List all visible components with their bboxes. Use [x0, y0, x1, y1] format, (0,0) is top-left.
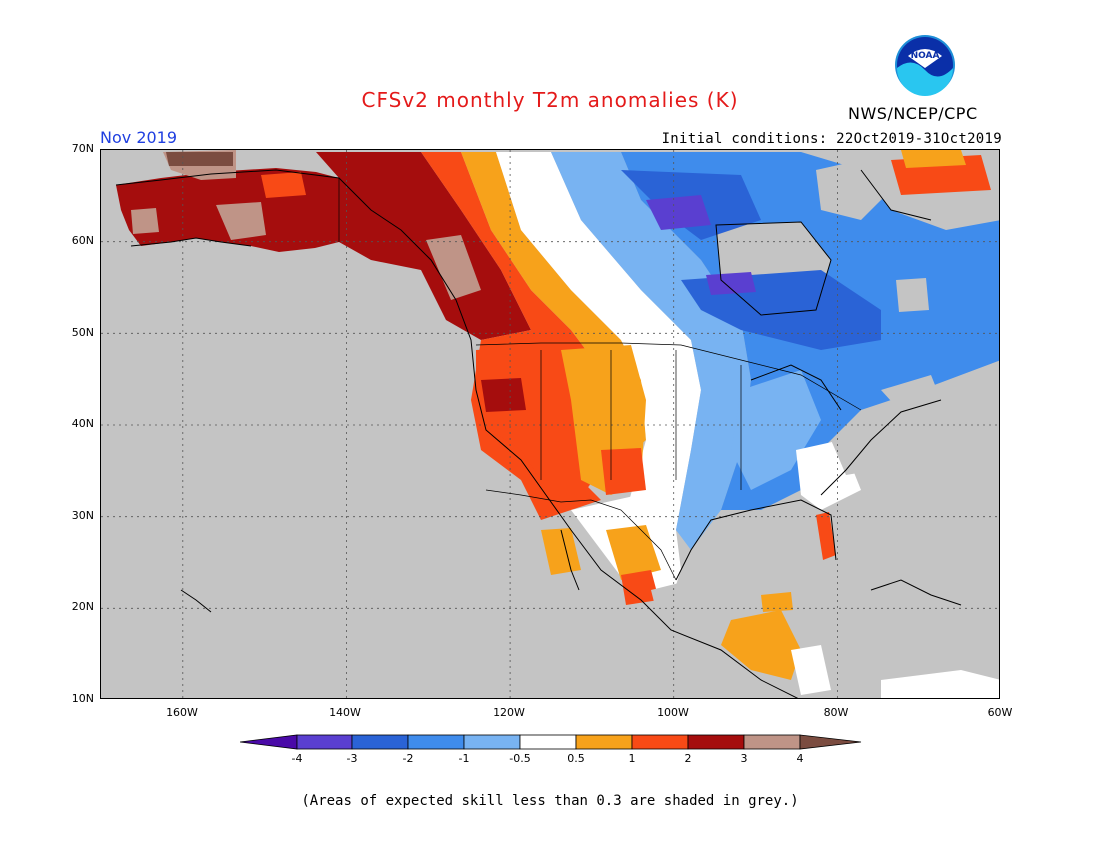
lon-label-160w: 160W — [166, 706, 198, 719]
yucatan-orange — [761, 592, 793, 612]
map-title: CFSv2 monthly T2m anomalies (K) — [361, 88, 739, 112]
lat-label-50: 50N — [71, 326, 94, 339]
east-grey-patch — [896, 278, 929, 312]
colorbar-tick: 3 — [740, 752, 748, 765]
skill-footnote: (Areas of expected skill less than 0.3 a… — [301, 793, 799, 809]
anomaly-map — [100, 149, 1000, 699]
colorbar-tick: -4 — [291, 752, 303, 765]
baja-orange — [541, 528, 581, 575]
colorbar-segment-neutral — [519, 734, 577, 750]
great-basin-dark-red — [481, 378, 526, 412]
colorbar-segment-m3-m2 — [351, 734, 409, 750]
colorbar-tick: -1 — [458, 752, 470, 765]
lon-label-80w: 80W — [823, 706, 849, 719]
colorbar-segment-below-4 — [240, 734, 298, 750]
noaa-logo: NOAA — [895, 35, 955, 96]
lat-label-10: 10N — [71, 692, 94, 705]
forecast-period: Nov 2019 — [100, 128, 178, 147]
colorbar-tick: -2 — [402, 752, 414, 765]
colorbar-tick: 2 — [684, 752, 692, 765]
caribbean-white — [881, 670, 999, 698]
nova-scotia-grey — [881, 375, 941, 412]
coldest-core — [646, 195, 711, 230]
lon-label-100w: 100W — [657, 706, 689, 719]
lat-label-30: 30N — [71, 509, 94, 522]
alaska-warm-orange — [261, 172, 306, 198]
greenland-orange — [901, 150, 966, 168]
alaska-extreme-patch — [166, 152, 233, 166]
central-america-orange — [721, 610, 801, 680]
alaska-strong-warm-patch-2 — [216, 202, 266, 240]
colorbar-segment-p3-4 — [743, 734, 801, 750]
mexico-orange — [606, 525, 661, 580]
colorbar-segment-p2-3 — [687, 734, 745, 750]
colorbar-segment-m1-m05 — [463, 734, 521, 750]
colorbar-segment-p05-1 — [575, 734, 633, 750]
colorbar-segment-m4-m3 — [296, 734, 353, 750]
alaska-strong-warm-patch-3 — [131, 208, 159, 234]
lon-label-120w: 120W — [493, 706, 525, 719]
colorbar-segment-above-4 — [799, 734, 862, 750]
mexico-grey — [651, 580, 701, 630]
colorbar-tick: -3 — [346, 752, 358, 765]
light-blue-band — [551, 152, 751, 550]
colorbar-tick: 0.5 — [567, 752, 585, 765]
colorbar — [240, 734, 862, 750]
lat-label-70: 70N — [71, 142, 94, 155]
graticule — [101, 150, 999, 698]
colorbar-segment-m2-m1 — [407, 734, 465, 750]
western-canada-tan — [426, 235, 481, 300]
east-us-light-blue — [731, 370, 821, 490]
colorbar-tick: 1 — [628, 752, 636, 765]
central-neutral-band — [496, 152, 701, 570]
southern-rockies-red — [601, 448, 646, 495]
borders — [338, 178, 862, 581]
southeast-grey — [831, 430, 876, 475]
anomaly-map-canvas — [101, 150, 999, 698]
mexico-red — [621, 570, 659, 605]
coastlines — [115, 169, 962, 698]
colorbar-segment-p1-2 — [631, 734, 689, 750]
western-orange-band — [461, 152, 646, 470]
florida-warm — [816, 512, 836, 560]
agency-label: NWS/NCEP/CPC — [848, 104, 978, 123]
initial-conditions: Initial conditions: 22Oct2019-31Oct2019 — [661, 131, 1002, 147]
coldest-core-2 — [706, 272, 756, 295]
colorbar-tick: 4 — [796, 752, 804, 765]
lat-label-40: 40N — [71, 417, 94, 430]
central-america-white — [791, 645, 831, 695]
western-canada-dark-red — [316, 152, 531, 340]
lat-label-20: 20N — [71, 600, 94, 613]
lat-label-60: 60N — [71, 234, 94, 247]
lon-label-140w: 140W — [329, 706, 361, 719]
lon-label-60w: 60W — [987, 706, 1013, 719]
colorbar-tick: -0.5 — [509, 752, 531, 765]
noaa-logo-text: NOAA — [911, 51, 940, 61]
